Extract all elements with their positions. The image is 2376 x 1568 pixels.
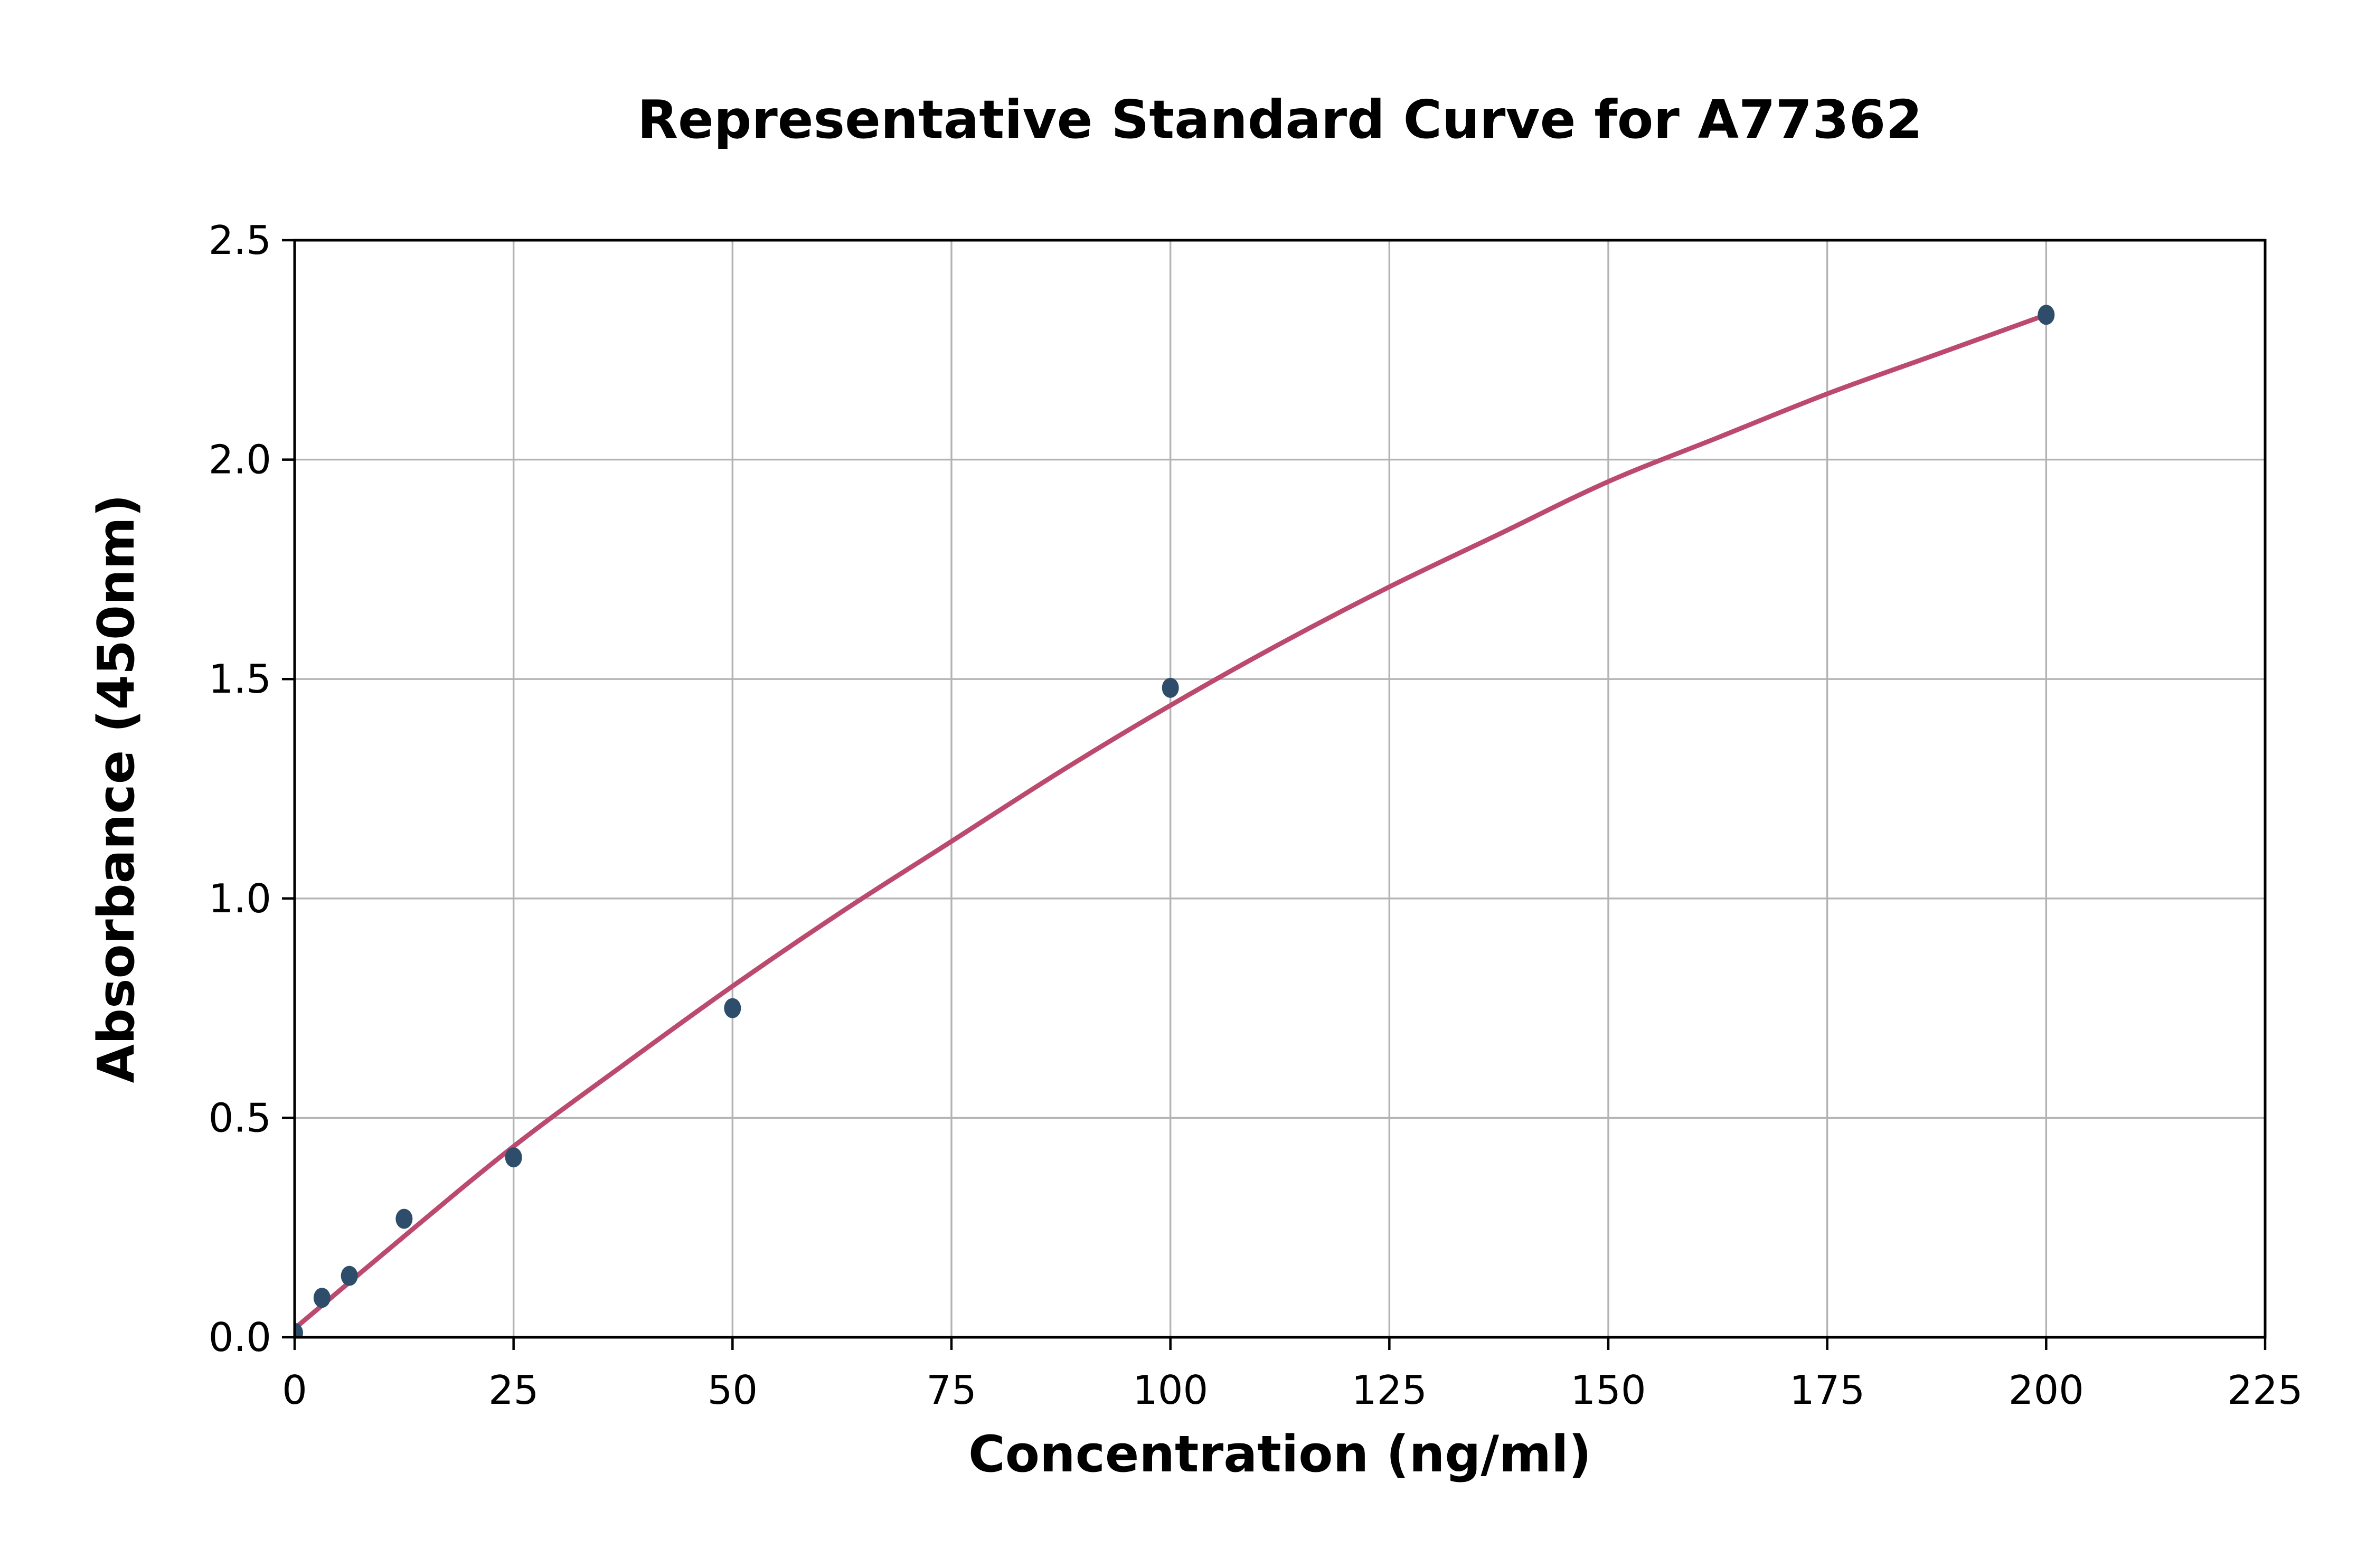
x-tick-label: 175 [1789, 1367, 1865, 1413]
y-tick-label: 2.0 [209, 437, 271, 483]
data-point [1162, 677, 1179, 698]
x-tick-label: 200 [2009, 1367, 2084, 1413]
y-tick-label: 0.5 [209, 1094, 271, 1141]
y-tick-label: 0.0 [209, 1314, 271, 1361]
x-tick-label: 75 [926, 1367, 976, 1413]
x-tick-label: 0 [282, 1367, 307, 1413]
data-point [505, 1147, 522, 1168]
axes-spines [293, 239, 2267, 1339]
y-tick-label: 2.5 [209, 217, 271, 263]
x-tick-label: 50 [708, 1367, 758, 1413]
x-tick-label: 125 [1352, 1367, 1427, 1413]
x-tick-label: 25 [488, 1367, 539, 1413]
x-tick-label: 100 [1133, 1367, 1208, 1413]
x-tick-label: 225 [2227, 1367, 2303, 1413]
x-axis-label: Concentration (ng/ml) [968, 1425, 1592, 1484]
y-tick-label: 1.0 [209, 875, 271, 922]
data-point [724, 998, 741, 1018]
y-axis-label: Absorbance (450nm) [88, 494, 146, 1083]
data-point [295, 1323, 303, 1337]
data-point [341, 1265, 358, 1286]
data-point [313, 1288, 331, 1308]
y-axis-label-wrapper: Absorbance (450nm) [77, 240, 156, 1337]
data-point [2038, 305, 2055, 325]
data-point [395, 1208, 413, 1229]
chart-title: Representative Standard Curve for A77362 [637, 89, 1922, 150]
y-tick-label: 1.5 [209, 656, 271, 702]
x-tick-label: 150 [1570, 1367, 1646, 1413]
fit-curve [295, 312, 2049, 1331]
